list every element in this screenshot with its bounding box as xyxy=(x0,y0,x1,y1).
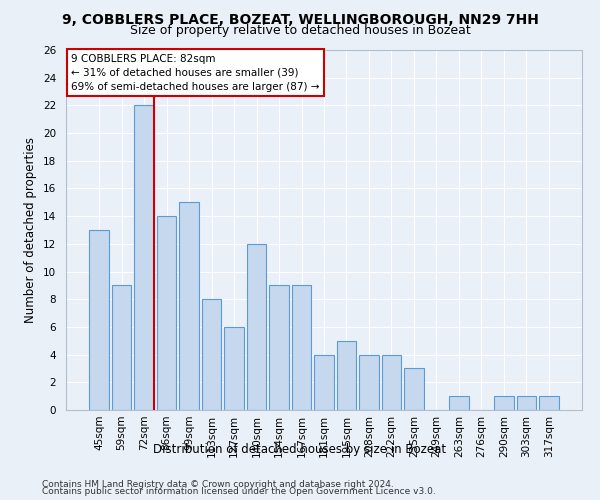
Text: 9 COBBLERS PLACE: 82sqm
← 31% of detached houses are smaller (39)
69% of semi-de: 9 COBBLERS PLACE: 82sqm ← 31% of detache… xyxy=(71,54,320,92)
Text: Contains HM Land Registry data © Crown copyright and database right 2024.: Contains HM Land Registry data © Crown c… xyxy=(42,480,394,489)
Bar xyxy=(359,354,379,410)
Bar xyxy=(404,368,424,410)
Bar xyxy=(179,202,199,410)
Bar xyxy=(539,396,559,410)
Bar xyxy=(449,396,469,410)
Text: 9, COBBLERS PLACE, BOZEAT, WELLINGBOROUGH, NN29 7HH: 9, COBBLERS PLACE, BOZEAT, WELLINGBOROUG… xyxy=(62,12,538,26)
Bar xyxy=(224,327,244,410)
Text: Distribution of detached houses by size in Bozeat: Distribution of detached houses by size … xyxy=(154,442,446,456)
Bar xyxy=(112,286,131,410)
Bar xyxy=(517,396,536,410)
Bar xyxy=(89,230,109,410)
Text: Size of property relative to detached houses in Bozeat: Size of property relative to detached ho… xyxy=(130,24,470,37)
Bar xyxy=(269,286,289,410)
Y-axis label: Number of detached properties: Number of detached properties xyxy=(25,137,37,323)
Bar xyxy=(202,299,221,410)
Bar xyxy=(494,396,514,410)
Bar xyxy=(247,244,266,410)
Bar xyxy=(134,106,154,410)
Bar xyxy=(292,286,311,410)
Text: Contains public sector information licensed under the Open Government Licence v3: Contains public sector information licen… xyxy=(42,487,436,496)
Bar xyxy=(157,216,176,410)
Bar xyxy=(314,354,334,410)
Bar xyxy=(382,354,401,410)
Bar xyxy=(337,341,356,410)
